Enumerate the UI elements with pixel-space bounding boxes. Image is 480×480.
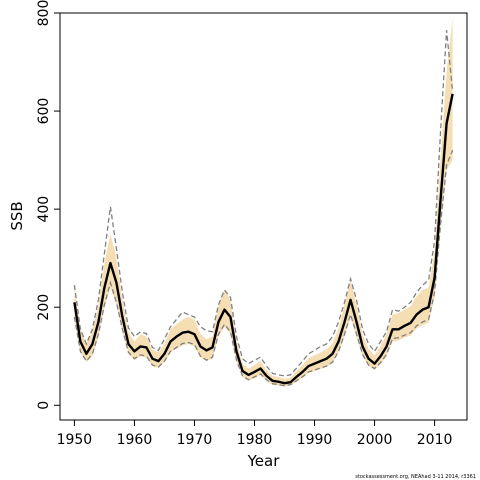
x-tick-label: 1960 — [117, 432, 153, 448]
y-axis-title: SSB — [8, 201, 26, 230]
y-tick-label: 400 — [36, 196, 52, 223]
x-tick-label: 2000 — [357, 432, 393, 448]
y-axis: 0 200 400 600 800 — [36, 0, 60, 410]
x-axis: 1950 1960 1970 1980 1990 2000 2010 — [57, 420, 453, 448]
x-tick-label: 1990 — [297, 432, 333, 448]
y-tick-label: 0 — [36, 401, 52, 410]
x-tick-label: 1950 — [57, 432, 93, 448]
x-tick-label: 2010 — [417, 432, 453, 448]
x-tick-label: 1970 — [177, 432, 213, 448]
plot-frame — [59, 12, 468, 421]
x-axis-title: Year — [247, 452, 281, 470]
confidence-band — [74, 17, 453, 387]
plot-area — [73, 17, 454, 387]
credit-text: stockassessment.org, NEAhad 3-11 2014, r… — [355, 474, 476, 480]
y-tick-label: 800 — [36, 0, 52, 26]
x-tick-label: 1980 — [237, 432, 273, 448]
y-tick-label: 200 — [36, 294, 52, 321]
y-tick-label: 600 — [36, 98, 52, 125]
upper-dashed-line — [73, 30, 454, 377]
ssb-estimate-line — [73, 93, 454, 385]
